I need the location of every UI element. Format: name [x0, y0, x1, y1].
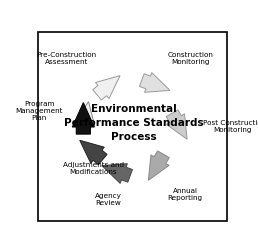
Polygon shape: [74, 102, 95, 132]
Polygon shape: [166, 110, 187, 139]
Polygon shape: [80, 140, 107, 165]
Polygon shape: [140, 72, 170, 92]
Polygon shape: [148, 151, 169, 180]
Text: Post Constructio
Monitoring: Post Constructio Monitoring: [203, 120, 258, 133]
Text: Adjustments and
Modifications: Adjustments and Modifications: [63, 162, 124, 175]
Text: Annual
Reporting: Annual Reporting: [168, 188, 203, 201]
Polygon shape: [102, 164, 132, 184]
Text: Program
Management
Plan: Program Management Plan: [15, 102, 63, 121]
Polygon shape: [93, 76, 120, 100]
Text: Agency
Review: Agency Review: [94, 193, 121, 206]
Text: Environmental
Performance Standards
Process: Environmental Performance Standards Proc…: [64, 104, 204, 142]
Text: Construction
Monitoring: Construction Monitoring: [168, 52, 214, 65]
Text: Pre-Construction
Assessment: Pre-Construction Assessment: [37, 52, 97, 65]
Polygon shape: [72, 102, 94, 134]
